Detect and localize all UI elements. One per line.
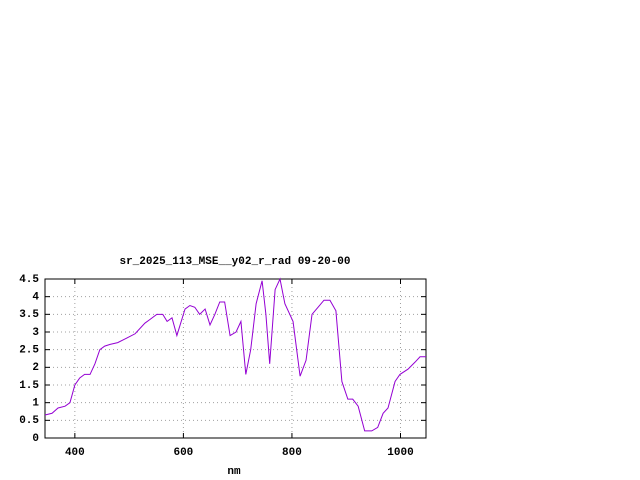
y-tick-label: 4 xyxy=(32,292,39,304)
y-tick-label: 1 xyxy=(32,398,39,410)
x-tick-label: 400 xyxy=(65,447,85,459)
y-tick-label: 2 xyxy=(32,362,39,374)
y-tick-label: 0.5 xyxy=(19,415,39,427)
y-tick-label: 4.5 xyxy=(19,274,39,286)
data-line xyxy=(44,277,426,432)
y-tick-label: 3 xyxy=(32,327,39,339)
x-tick-label: 800 xyxy=(282,447,302,459)
y-tick-label: 3.5 xyxy=(19,309,39,321)
x-tick-label: 600 xyxy=(173,447,193,459)
x-axis-label: nm xyxy=(227,466,241,478)
y-tick-label: 2.5 xyxy=(19,345,39,357)
x-tick-label: 1000 xyxy=(387,447,413,459)
y-tick-label: 1.5 xyxy=(19,380,39,392)
chart-title: sr_2025_113_MSE__y02_r_rad 09-20-00 xyxy=(119,256,350,268)
y-tick-label: 0 xyxy=(32,433,39,445)
plot-border xyxy=(44,278,427,439)
